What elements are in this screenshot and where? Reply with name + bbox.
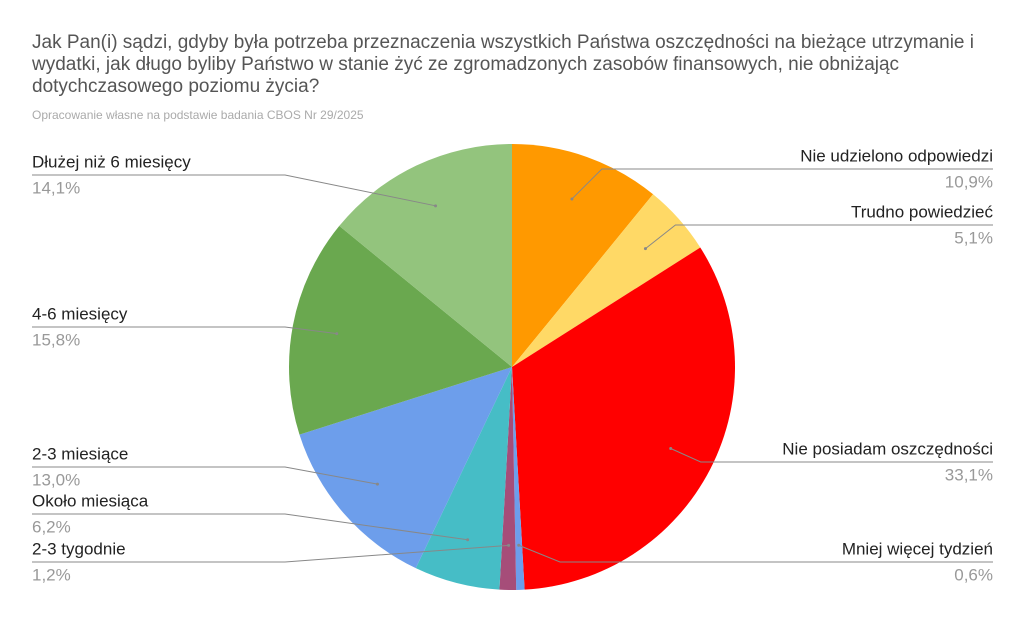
pie-slice — [415, 367, 512, 590]
leader-dot — [375, 482, 379, 486]
pie-slice — [299, 367, 512, 569]
leader-dot — [643, 247, 647, 251]
slice-value-label: 15,8% — [32, 330, 80, 349]
leader-line — [32, 466, 378, 485]
slice-value-label: 14,1% — [32, 178, 80, 197]
leader-dot — [517, 543, 521, 547]
slice-label: 2-3 tygodnie — [32, 539, 126, 558]
leader-dot — [434, 204, 438, 208]
leader-line — [32, 174, 436, 207]
leader-dot — [466, 538, 470, 542]
leader-line — [518, 544, 993, 563]
pie-slice — [499, 367, 517, 591]
slice-label: Nie udzielono odpowiedzi — [800, 146, 993, 165]
pie-slice — [288, 225, 512, 435]
slice-value-label: 5,1% — [954, 228, 993, 247]
slice-value-label: 0,6% — [954, 565, 993, 584]
slice-value-label: 1,2% — [32, 565, 71, 584]
slice-label: Nie posiadam oszczędności — [782, 439, 993, 458]
leader-line — [32, 544, 509, 563]
leader-line — [645, 224, 993, 249]
leader-line — [670, 448, 993, 463]
slice-value-label: 10,9% — [945, 172, 993, 191]
pie-slice — [339, 144, 512, 367]
slice-label: 4-6 miesięcy — [32, 304, 128, 323]
pie-slice — [512, 144, 654, 367]
pie-slice — [512, 194, 701, 367]
leader-line — [32, 326, 337, 335]
chart-subtitle: Opracowanie własne na podstawie badania … — [32, 108, 364, 122]
slice-label: Dłużej niż 6 miesięcy — [32, 152, 191, 171]
leader-dot — [335, 332, 339, 336]
slice-label: Mniej więcej tydzień — [842, 539, 993, 558]
slice-label: Trudno powiedzieć — [851, 202, 994, 221]
leader-line — [571, 168, 993, 200]
slice-value-label: 13,0% — [32, 470, 80, 489]
leader-line — [32, 513, 468, 541]
leader-dot — [507, 543, 511, 547]
slice-label: Około miesiąca — [32, 491, 149, 510]
pie-slice — [512, 367, 525, 590]
pie-slice — [512, 247, 736, 590]
slice-value-label: 33,1% — [945, 465, 993, 484]
slice-value-label: 6,2% — [32, 517, 71, 536]
chart-title: Jak Pan(i) sądzi, gdyby była potrzeba pr… — [32, 32, 975, 97]
leader-dot — [570, 197, 574, 201]
leader-dot — [669, 446, 673, 450]
slice-label: 2-3 miesiące — [32, 444, 128, 463]
